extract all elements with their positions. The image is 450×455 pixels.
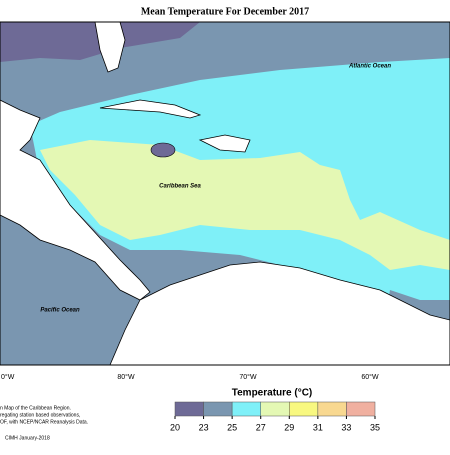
legend-swatch <box>317 401 347 417</box>
ocean-label: Pacific Ocean <box>40 308 80 314</box>
legend-tick-label: 23 <box>199 422 209 432</box>
note: CIMH January-2018 <box>5 435 50 441</box>
jamaica <box>150 142 176 158</box>
title: Mean Temperature For December 2017 <box>141 6 309 17</box>
legend-swatch <box>231 401 261 417</box>
legend-swatch <box>260 401 290 417</box>
legend-tick-label: 27 <box>256 422 266 432</box>
warmer-zone <box>40 140 450 270</box>
longitude-label: 70°W <box>239 373 257 381</box>
sea-label: Caribbean Sea <box>159 184 201 190</box>
longitude-label: 60°W <box>361 373 379 381</box>
hispaniola <box>198 134 251 153</box>
legend-swatch <box>289 401 319 417</box>
legend: 20 23 25 27 29 31 33 35 <box>170 401 380 432</box>
note: OF, with NCEP/NCAR Reanalysis Data. <box>0 419 88 425</box>
legend-swatch <box>203 401 233 417</box>
legend-title: Temperature (°C) <box>232 388 313 399</box>
legend-tick-label: 35 <box>370 422 380 432</box>
ocean-label: Atlantic Ocean <box>348 64 391 70</box>
legend-tick-label: 33 <box>341 422 351 432</box>
legend-tick-label: 25 <box>227 422 237 432</box>
cuba <box>99 99 202 119</box>
longitude-label: 0°W <box>1 373 15 381</box>
legend-tick-label: 31 <box>313 422 323 432</box>
notes: n Map of the Caribbean Region. regating … <box>0 405 88 441</box>
central-america <box>0 99 151 301</box>
legend-tick-label: 29 <box>284 422 294 432</box>
note: regating station based observations, <box>0 412 80 418</box>
legend-swatch <box>346 401 376 417</box>
map-frame <box>0 21 450 366</box>
longitude-label: 80°W <box>117 373 135 381</box>
legend-swatch <box>174 401 204 417</box>
note: n Map of the Caribbean Region. <box>0 405 71 411</box>
map: Atlantic Ocean Caribbean Sea Pacific Oce… <box>0 21 450 381</box>
legend-tick-label: 20 <box>170 422 180 432</box>
